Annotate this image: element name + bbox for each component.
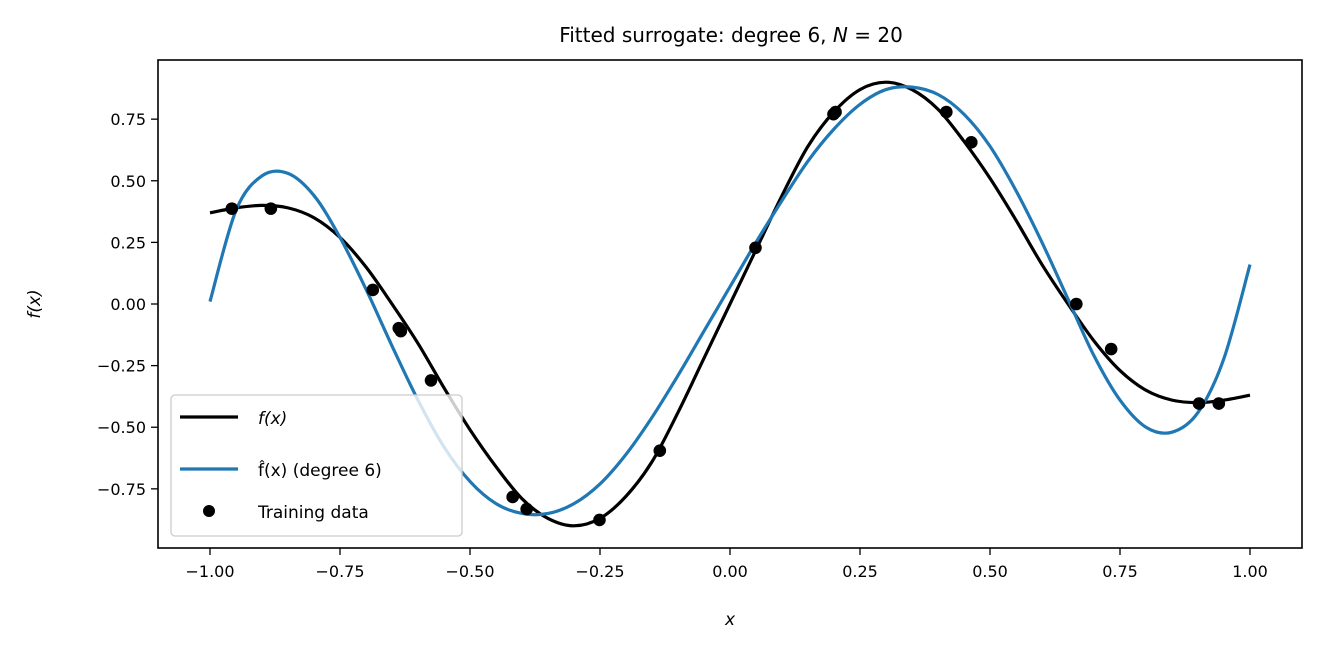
series-line-fhat xyxy=(208,85,1252,517)
chart-title-main: Fitted surrogate: degree 6, xyxy=(559,23,833,47)
y-tick-label: −0.50 xyxy=(97,418,146,437)
x-tick-label: 0.75 xyxy=(1102,562,1138,581)
training-data-point xyxy=(506,490,519,504)
training-data-point xyxy=(1192,397,1206,410)
x-tick-label: −0.75 xyxy=(315,562,364,581)
y-axis: 0.75 0.50 0.25 0.00 −0.25 −0.50 −0.75 xyxy=(97,110,158,499)
training-data-point xyxy=(520,502,533,516)
training-data-point xyxy=(964,136,978,149)
training-data-point xyxy=(653,444,667,457)
training-data-point xyxy=(366,283,380,297)
x-tick-label: −0.25 xyxy=(575,562,624,581)
training-data-point xyxy=(593,513,606,527)
x-axis-label: x xyxy=(724,610,736,630)
training-data-point xyxy=(1104,342,1118,356)
x-tick-label: −0.50 xyxy=(445,562,494,581)
legend: f(x) f̂(x) (degree 6) Training data xyxy=(170,394,463,537)
legend-label-fhat: f̂(x) (degree 6) xyxy=(258,460,382,481)
training-data-point xyxy=(940,105,953,119)
x-tick-label: −1.00 xyxy=(185,562,234,581)
training-data-point xyxy=(1212,397,1226,410)
y-tick-label: 0.00 xyxy=(110,295,146,314)
x-tick-label: 0.50 xyxy=(972,562,1008,581)
training-data-point xyxy=(1070,297,1083,311)
legend-swatch-training xyxy=(203,505,215,517)
x-tick-label: 1.00 xyxy=(1232,562,1268,581)
legend-box xyxy=(170,394,463,537)
chart-title: Fitted surrogate: degree 6, N = 20 xyxy=(559,23,903,47)
training-data-point xyxy=(225,202,239,215)
training-data-point xyxy=(424,374,438,387)
y-tick-label: 0.75 xyxy=(110,110,146,129)
y-axis-label: f(x) xyxy=(25,289,45,318)
y-tick-label: 0.25 xyxy=(110,233,146,252)
y-tick-label: 0.50 xyxy=(110,172,146,191)
y-tick-label: −0.25 xyxy=(97,357,146,376)
x-axis: −1.00 −0.75 −0.50 −0.25 0.00 0.25 0.50 0.75 1.00 xyxy=(185,548,1268,581)
chart-title-var: N xyxy=(833,23,848,47)
chart-title-rest: = 20 xyxy=(848,23,903,47)
series-layer xyxy=(208,80,1252,528)
training-data-point xyxy=(394,324,408,338)
x-tick-label: 0.00 xyxy=(712,562,748,581)
training-data-point xyxy=(264,202,278,215)
legend-label-f: f(x) xyxy=(258,409,287,429)
legend-label-training: Training data xyxy=(257,503,369,523)
training-data-point xyxy=(749,241,762,255)
x-tick-label: 0.25 xyxy=(842,562,878,581)
training-data-point xyxy=(829,105,842,119)
y-tick-label: −0.75 xyxy=(97,480,146,499)
